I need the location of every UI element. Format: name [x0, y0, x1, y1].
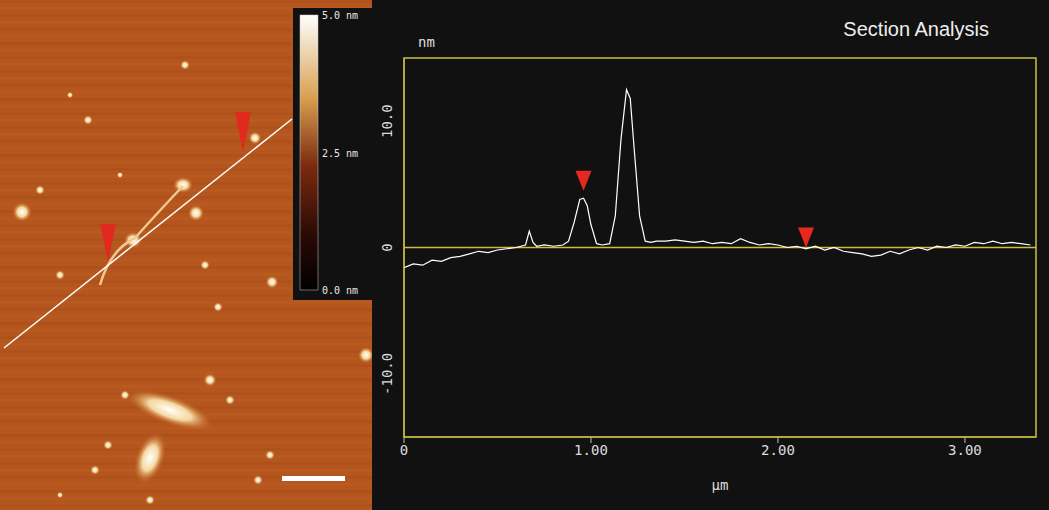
svg-text:3.00: 3.00 [948, 442, 982, 458]
svg-text:10.0: 10.0 [379, 104, 395, 138]
svg-text:2.00: 2.00 [761, 442, 795, 458]
html-text:nm: nm [418, 34, 435, 50]
svg-text:-10.0: -10.0 [379, 353, 395, 395]
svg-text:0.0 nm: 0.0 nm [322, 285, 358, 296]
svg-text:0: 0 [379, 243, 395, 251]
html-text:Section Analysis: Section Analysis [843, 18, 989, 40]
svg-text:1.00: 1.00 [574, 442, 608, 458]
svg-text:0: 0 [400, 442, 408, 458]
svg-text:5.0 nm: 5.0 nm [322, 10, 358, 21]
svg-text:µm: µm [712, 477, 729, 493]
svg-text:2.5 nm: 2.5 nm [322, 148, 358, 159]
